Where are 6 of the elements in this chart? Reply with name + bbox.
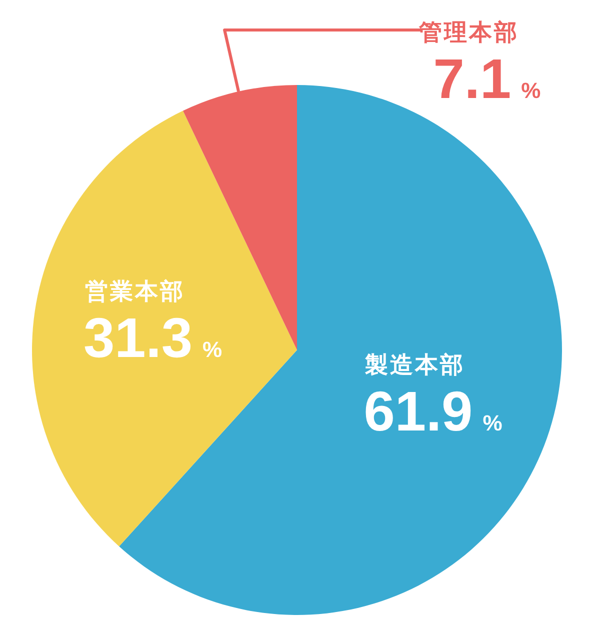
data-label: 61.9 % — [364, 379, 502, 442]
slice-label: 営業本部 — [84, 278, 185, 304]
slice-label: 管理本部 — [418, 19, 519, 45]
data-label: 7.1 % — [433, 47, 541, 110]
slice-label: 製造本部 — [364, 351, 465, 378]
data-label: 31.3 % — [84, 306, 222, 369]
